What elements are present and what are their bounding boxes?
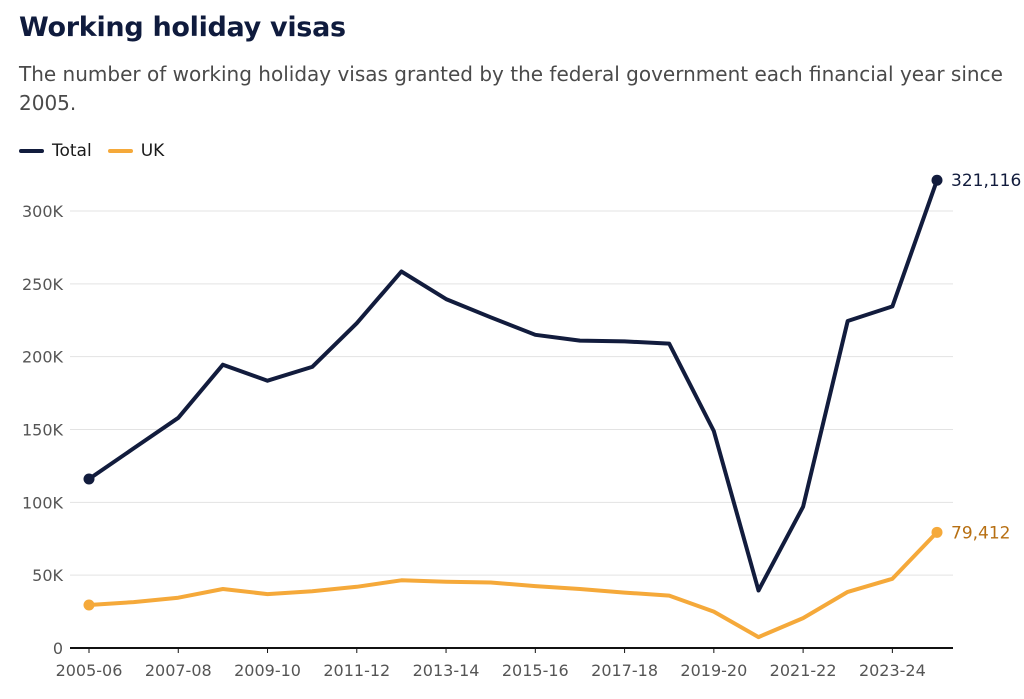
legend-label-uk: UK — [140, 141, 165, 161]
x-tick-label: 2005-06 — [56, 661, 123, 680]
y-tick-label: 100K — [22, 493, 64, 512]
series-line-uk — [87, 530, 939, 640]
x-tick-label: 2017-18 — [591, 661, 658, 680]
y-tick-label: 50K — [32, 566, 63, 585]
uk-end-label: 79,412 — [951, 523, 1010, 543]
x-tick-label: 2019-20 — [680, 661, 747, 680]
total-end-label: 321,116 — [951, 171, 1021, 191]
y-tick-label: 250K — [22, 275, 64, 294]
legend-label-total: Total — [52, 141, 92, 161]
y-tick-label: 300K — [22, 202, 64, 221]
x-tick-label: 2013-14 — [413, 661, 480, 680]
y-tick-label: 150K — [22, 421, 64, 440]
x-tick-label: 2007-08 — [145, 661, 212, 680]
legend-item-uk: UK — [107, 141, 165, 161]
chart-subtitle: The number of working holiday visas gran… — [19, 62, 1003, 115]
uk-end-point — [931, 526, 943, 538]
legend-item-total: Total — [19, 141, 92, 161]
legend-swatch-uk — [107, 149, 133, 153]
legend-swatch-total — [19, 149, 44, 153]
total-start-point — [83, 473, 95, 485]
x-tick-label: 2023-24 — [859, 661, 926, 680]
series-line-total — [87, 178, 939, 593]
y-tick-label: 0 — [53, 639, 63, 658]
x-tick-label: 2021-22 — [770, 661, 837, 680]
legend: Total UK — [19, 141, 180, 161]
x-tick-label: 2011-12 — [323, 661, 390, 680]
uk-start-point — [83, 599, 95, 611]
total-end-point — [931, 174, 943, 186]
chart-title: Working holiday visas — [19, 12, 346, 43]
x-tick-label: 2009-10 — [234, 661, 301, 680]
x-tick-label: 2015-16 — [502, 661, 569, 680]
y-tick-label: 200K — [22, 348, 64, 367]
